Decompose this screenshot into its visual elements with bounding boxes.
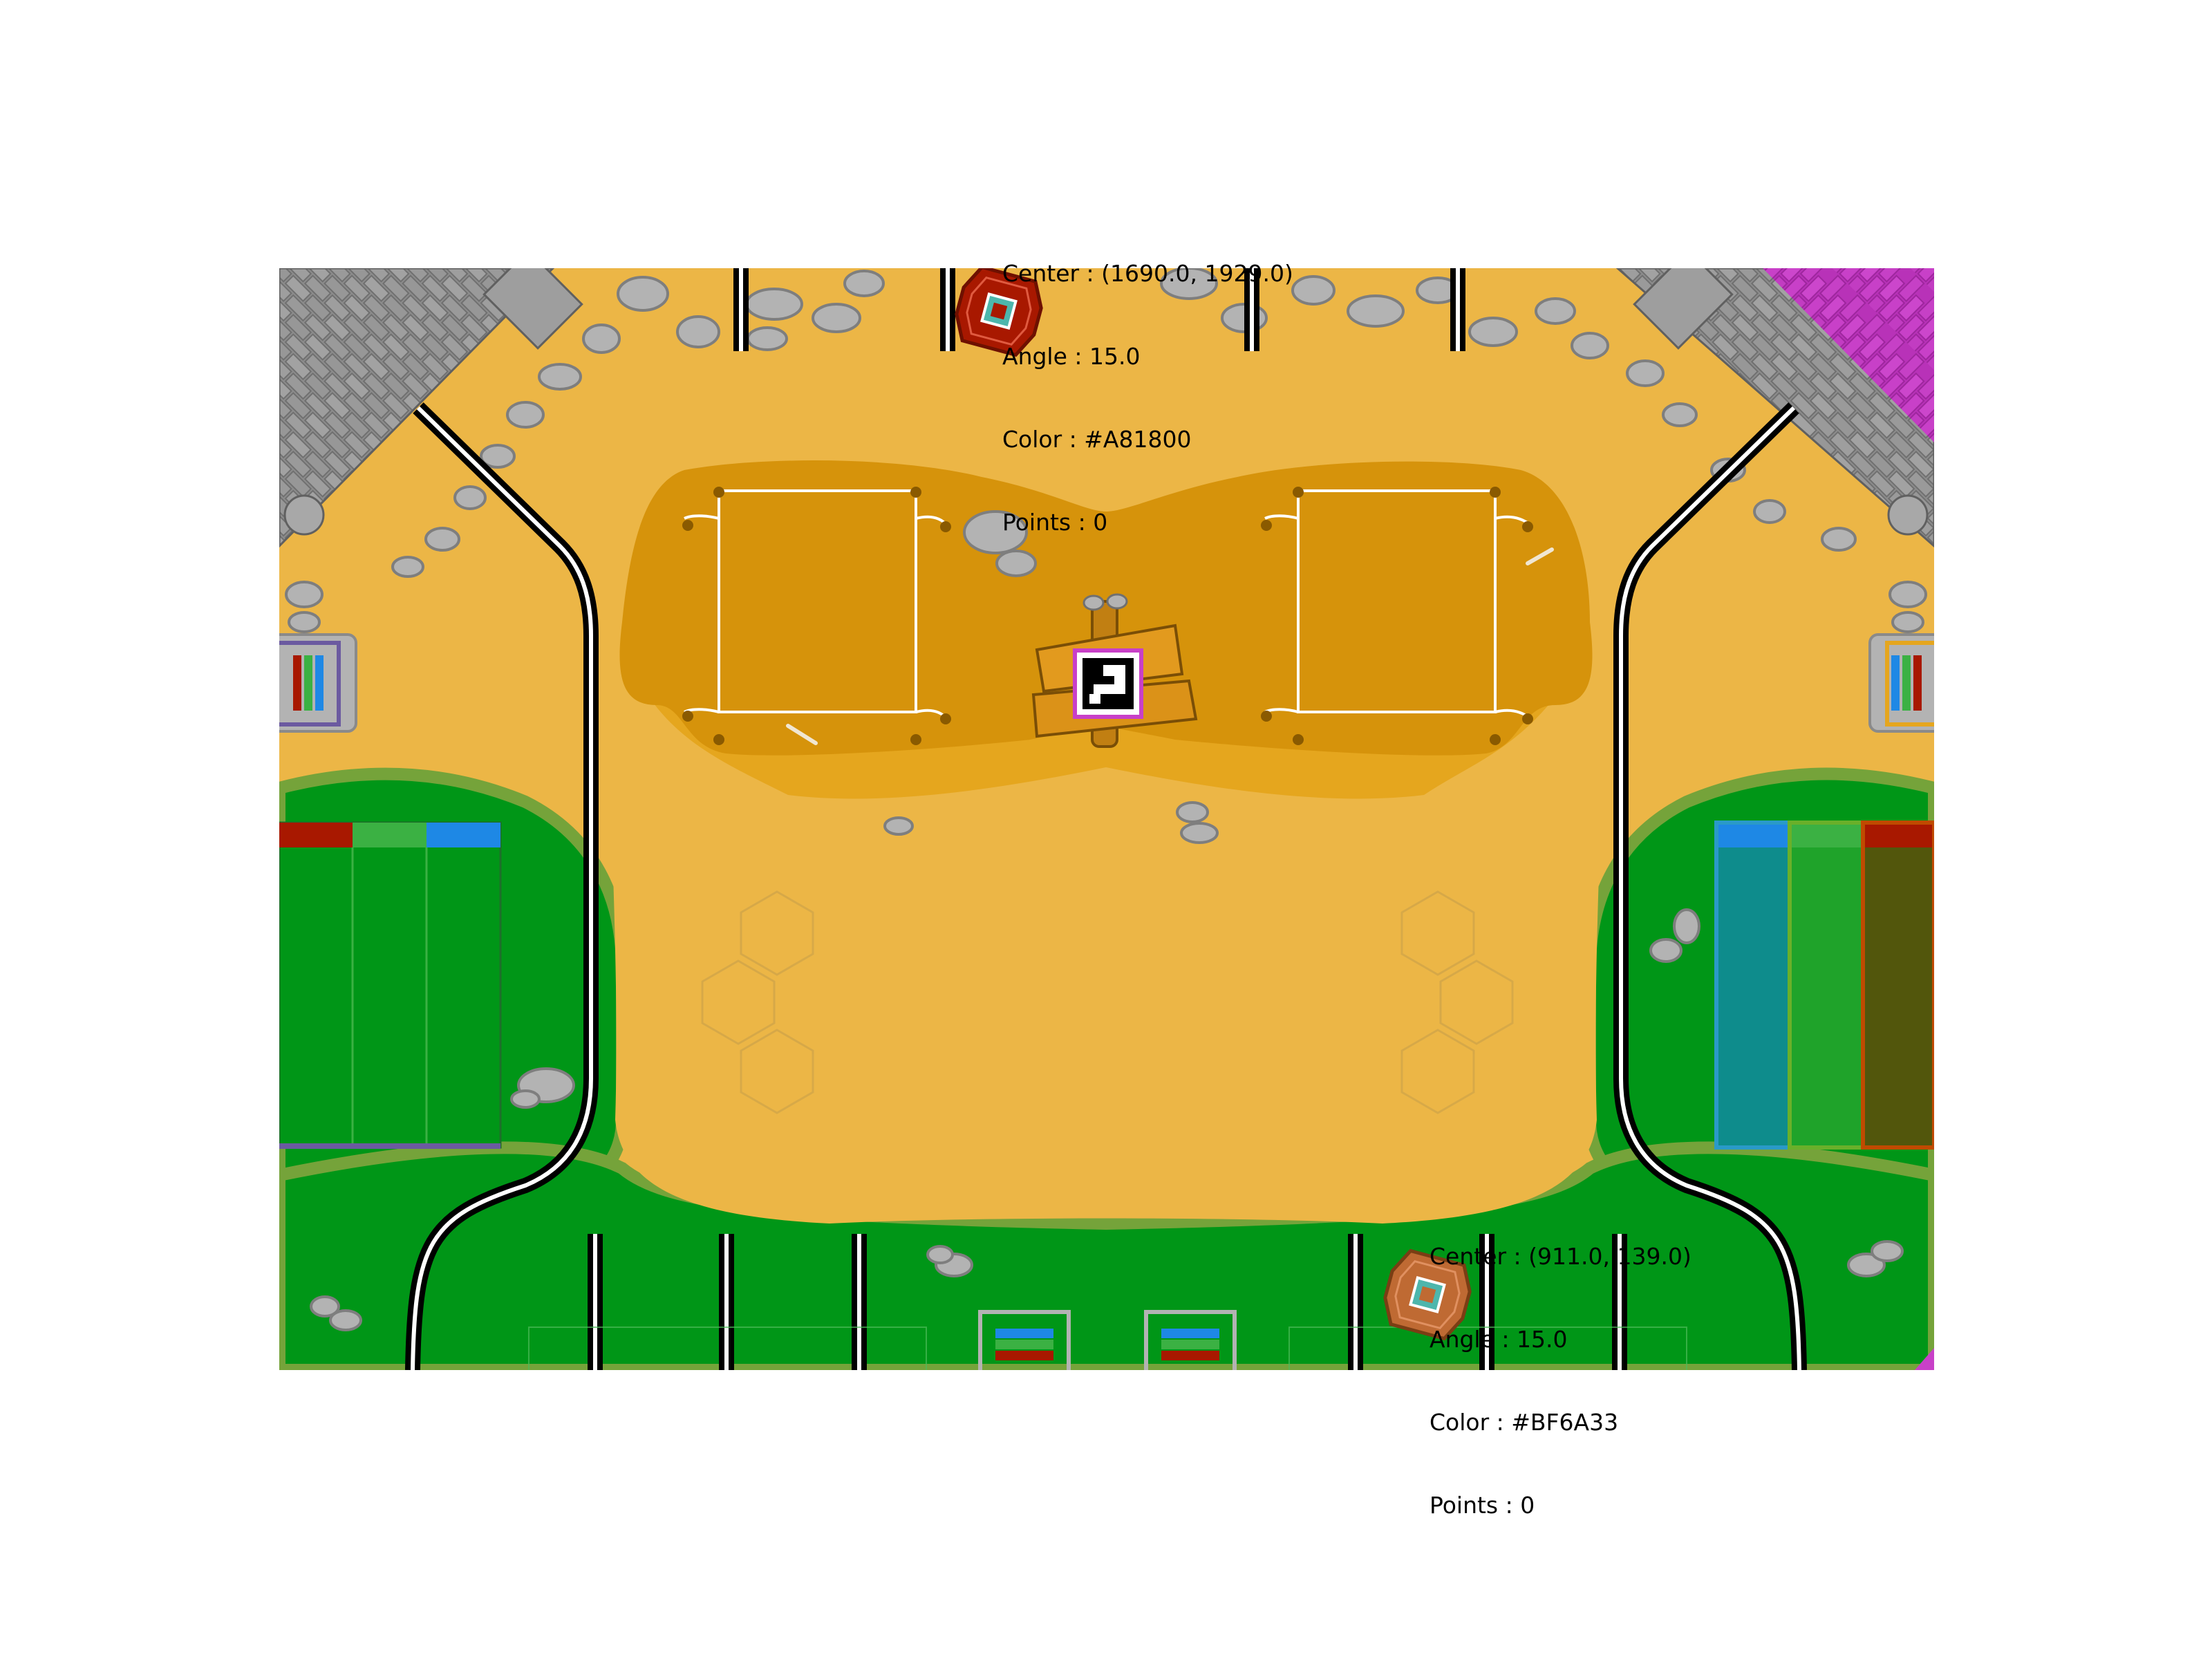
magenta-corner xyxy=(1763,268,1934,442)
robot-center-label: Center : (911.0, 139.0) xyxy=(1430,1243,1691,1270)
magenta-corner-bottom xyxy=(1915,1348,1934,1370)
pen-posts xyxy=(682,487,1533,745)
stone-wall-top-left xyxy=(279,268,555,548)
track-line-right xyxy=(1613,402,1807,1370)
bottom-guides xyxy=(528,1327,1687,1370)
robot-center-label: Center : (1690.0, 1929.0) xyxy=(1002,260,1293,287)
robot-icon[interactable] xyxy=(1379,1248,1477,1342)
bone-icon xyxy=(786,547,1554,745)
score-zone-left xyxy=(279,821,502,1149)
bottom-rack xyxy=(978,1310,1237,1370)
stone-block xyxy=(283,494,325,536)
robot-color-label: Color : #BF6A33 xyxy=(1430,1409,1619,1436)
stone-block xyxy=(1887,494,1929,536)
robot-angle-label: Angle : 15.0 xyxy=(1002,343,1141,370)
robot-points-label: Points : 0 xyxy=(1430,1492,1535,1519)
robot-points-label: Points : 0 xyxy=(1002,509,1108,536)
aruco-marker-icon xyxy=(1073,648,1143,719)
score-zone-right xyxy=(1714,821,1934,1150)
robot-icon[interactable] xyxy=(950,264,1048,358)
robot-color-label: Color : #A81800 xyxy=(1002,426,1192,453)
rock-icon xyxy=(285,268,1927,1331)
stone-block xyxy=(1633,268,1734,350)
robot-angle-label: Angle : 15.0 xyxy=(1430,1326,1568,1353)
robot-info-bottom: Center : (911.0, 139.0) Angle : 15.0 Col… xyxy=(1430,1188,1691,1547)
color-rack-right xyxy=(1868,633,1934,733)
rope-pen-left xyxy=(684,489,948,720)
rope-pen-right xyxy=(1264,489,1533,720)
stone-block xyxy=(482,268,583,350)
color-rack-left xyxy=(279,633,357,733)
hex-outlines xyxy=(701,890,1514,1114)
track-line-left xyxy=(405,402,599,1370)
track-stubs xyxy=(588,268,1627,1370)
robot-info-top: Center : (1690.0, 1929.0) Angle : 15.0 C… xyxy=(1002,205,1293,564)
